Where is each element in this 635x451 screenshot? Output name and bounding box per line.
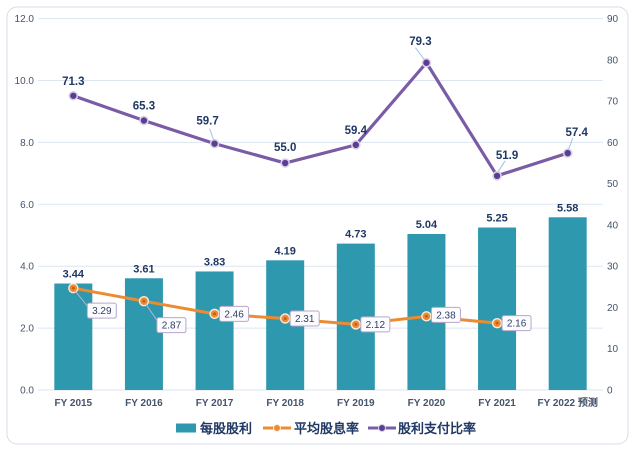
payout-ratio-label: 79.3 [409,36,431,48]
x-axis-label: FY 2016 [125,398,163,409]
bar-dividend-per-share [548,217,587,390]
x-axis-label: FY 2021 [478,398,516,409]
x-axis-label: FY 2015 [55,398,93,409]
right-axis-tick: 10 [607,344,619,355]
legend-label-avg-yield: 平均股息率 [294,421,359,436]
avg-yield-label-box [219,305,250,322]
bar-value-label: 4.19 [274,245,295,257]
legend-label-payout-ratio: 股利支付比率 [398,421,476,436]
bar-value-label: 3.44 [63,269,85,281]
bar-dividend-per-share [124,278,163,390]
payout-ratio-label: 71.3 [62,76,84,88]
bar-dividend-per-share [478,227,517,390]
bar-value-label: 5.58 [557,202,578,214]
right-axis-tick: 50 [607,179,619,190]
left-axis-tick: 10.0 [15,76,35,87]
bar-value-label: 5.04 [416,219,438,231]
bar-value-label: 4.73 [345,229,366,241]
payout-ratio-point [139,115,149,126]
avg-yield-point-center [71,286,75,290]
payout-label-leader [568,137,574,150]
bar-value-label: 3.61 [133,263,154,275]
avg-yield-label: 3.29 [92,306,112,317]
left-axis-tick: 0.0 [20,386,34,397]
payout-ratio-label: 57.4 [565,127,588,139]
avg-yield-point-center [213,312,217,316]
right-axis-tick: 20 [607,303,619,314]
payout-ratio-label: 65.3 [133,101,155,113]
avg-yield-label-box [289,310,320,327]
avg-yield-point-center [424,314,428,318]
avg-yield-point-center [495,321,499,325]
x-axis-label: FY 2022 预测 [537,396,597,409]
payout-label-leader [415,47,425,61]
avg-yield-label-box [360,316,391,333]
payout-ratio-label: 59.4 [345,125,368,137]
left-axis-tick: 6.0 [20,200,34,211]
right-axis-tick: 0 [607,386,613,397]
right-axis-tick: 90 [607,14,619,25]
payout-ratio-point [351,140,361,150]
legend-purple-marker [378,424,386,432]
payout-ratio-label: 51.9 [496,150,518,162]
payout-ratio-point [68,90,79,101]
left-axis-tick: 2.0 [20,324,34,335]
card-border [6,6,629,445]
payout-label-leader [497,160,506,173]
avg-yield-label: 2.31 [295,314,315,325]
legend-orange-marker [273,424,281,432]
right-axis-tick: 80 [607,55,619,66]
avg-yield-label: 2.38 [436,310,456,321]
avg-yield-label-box [86,302,117,319]
payout-ratio-line [71,61,570,178]
avg-yield-label-box [156,317,187,334]
avg-yield-label-box [430,306,461,323]
avg-yield-label: 2.46 [224,309,244,320]
legend-label-dividend-per-share: 每股股利 [200,421,252,436]
avg-yield-label: 2.16 [507,319,527,330]
payout-ratio-point [562,148,573,158]
bar-value-label: 5.25 [486,213,507,225]
payout-ratio-point [421,57,432,68]
left-axis-tick: 8.0 [20,138,34,149]
bar-value-label: 3.83 [204,256,225,268]
payout-ratio-point [280,158,290,168]
x-axis-label: FY 2017 [196,398,234,409]
avg-yield-point-center [142,299,146,303]
x-axis-label: FY 2019 [337,398,375,409]
right-axis-tick: 30 [607,262,619,273]
right-axis-tick: 40 [607,220,619,231]
right-axis-tick: 70 [607,97,619,108]
payout-label-leader [209,128,215,140]
left-axis-tick: 12.0 [15,14,35,25]
bar-dividend-per-share [195,271,234,390]
left-axis-tick: 4.0 [20,262,34,273]
avg-yield-label-leader [145,303,159,322]
avg-yield-label: 2.12 [366,320,386,331]
avg-yield-point-center [283,317,287,321]
payout-ratio-label: 59.7 [196,116,218,128]
payout-ratio-label: 55.0 [274,142,296,154]
avg-yield-label: 2.87 [162,321,182,332]
payout-ratio-point [209,138,220,149]
bar-dividend-per-share [54,283,93,390]
avg-yield-label-leader [74,290,89,308]
avg-yield-point-center [354,322,358,326]
avg-yield-label-box [501,315,532,332]
x-axis-label: FY 2018 [266,398,304,409]
legend-bar-swatch [176,423,196,433]
payout-ratio-point [492,171,502,181]
right-axis-tick: 60 [607,138,619,149]
x-axis-label: FY 2020 [408,398,446,409]
